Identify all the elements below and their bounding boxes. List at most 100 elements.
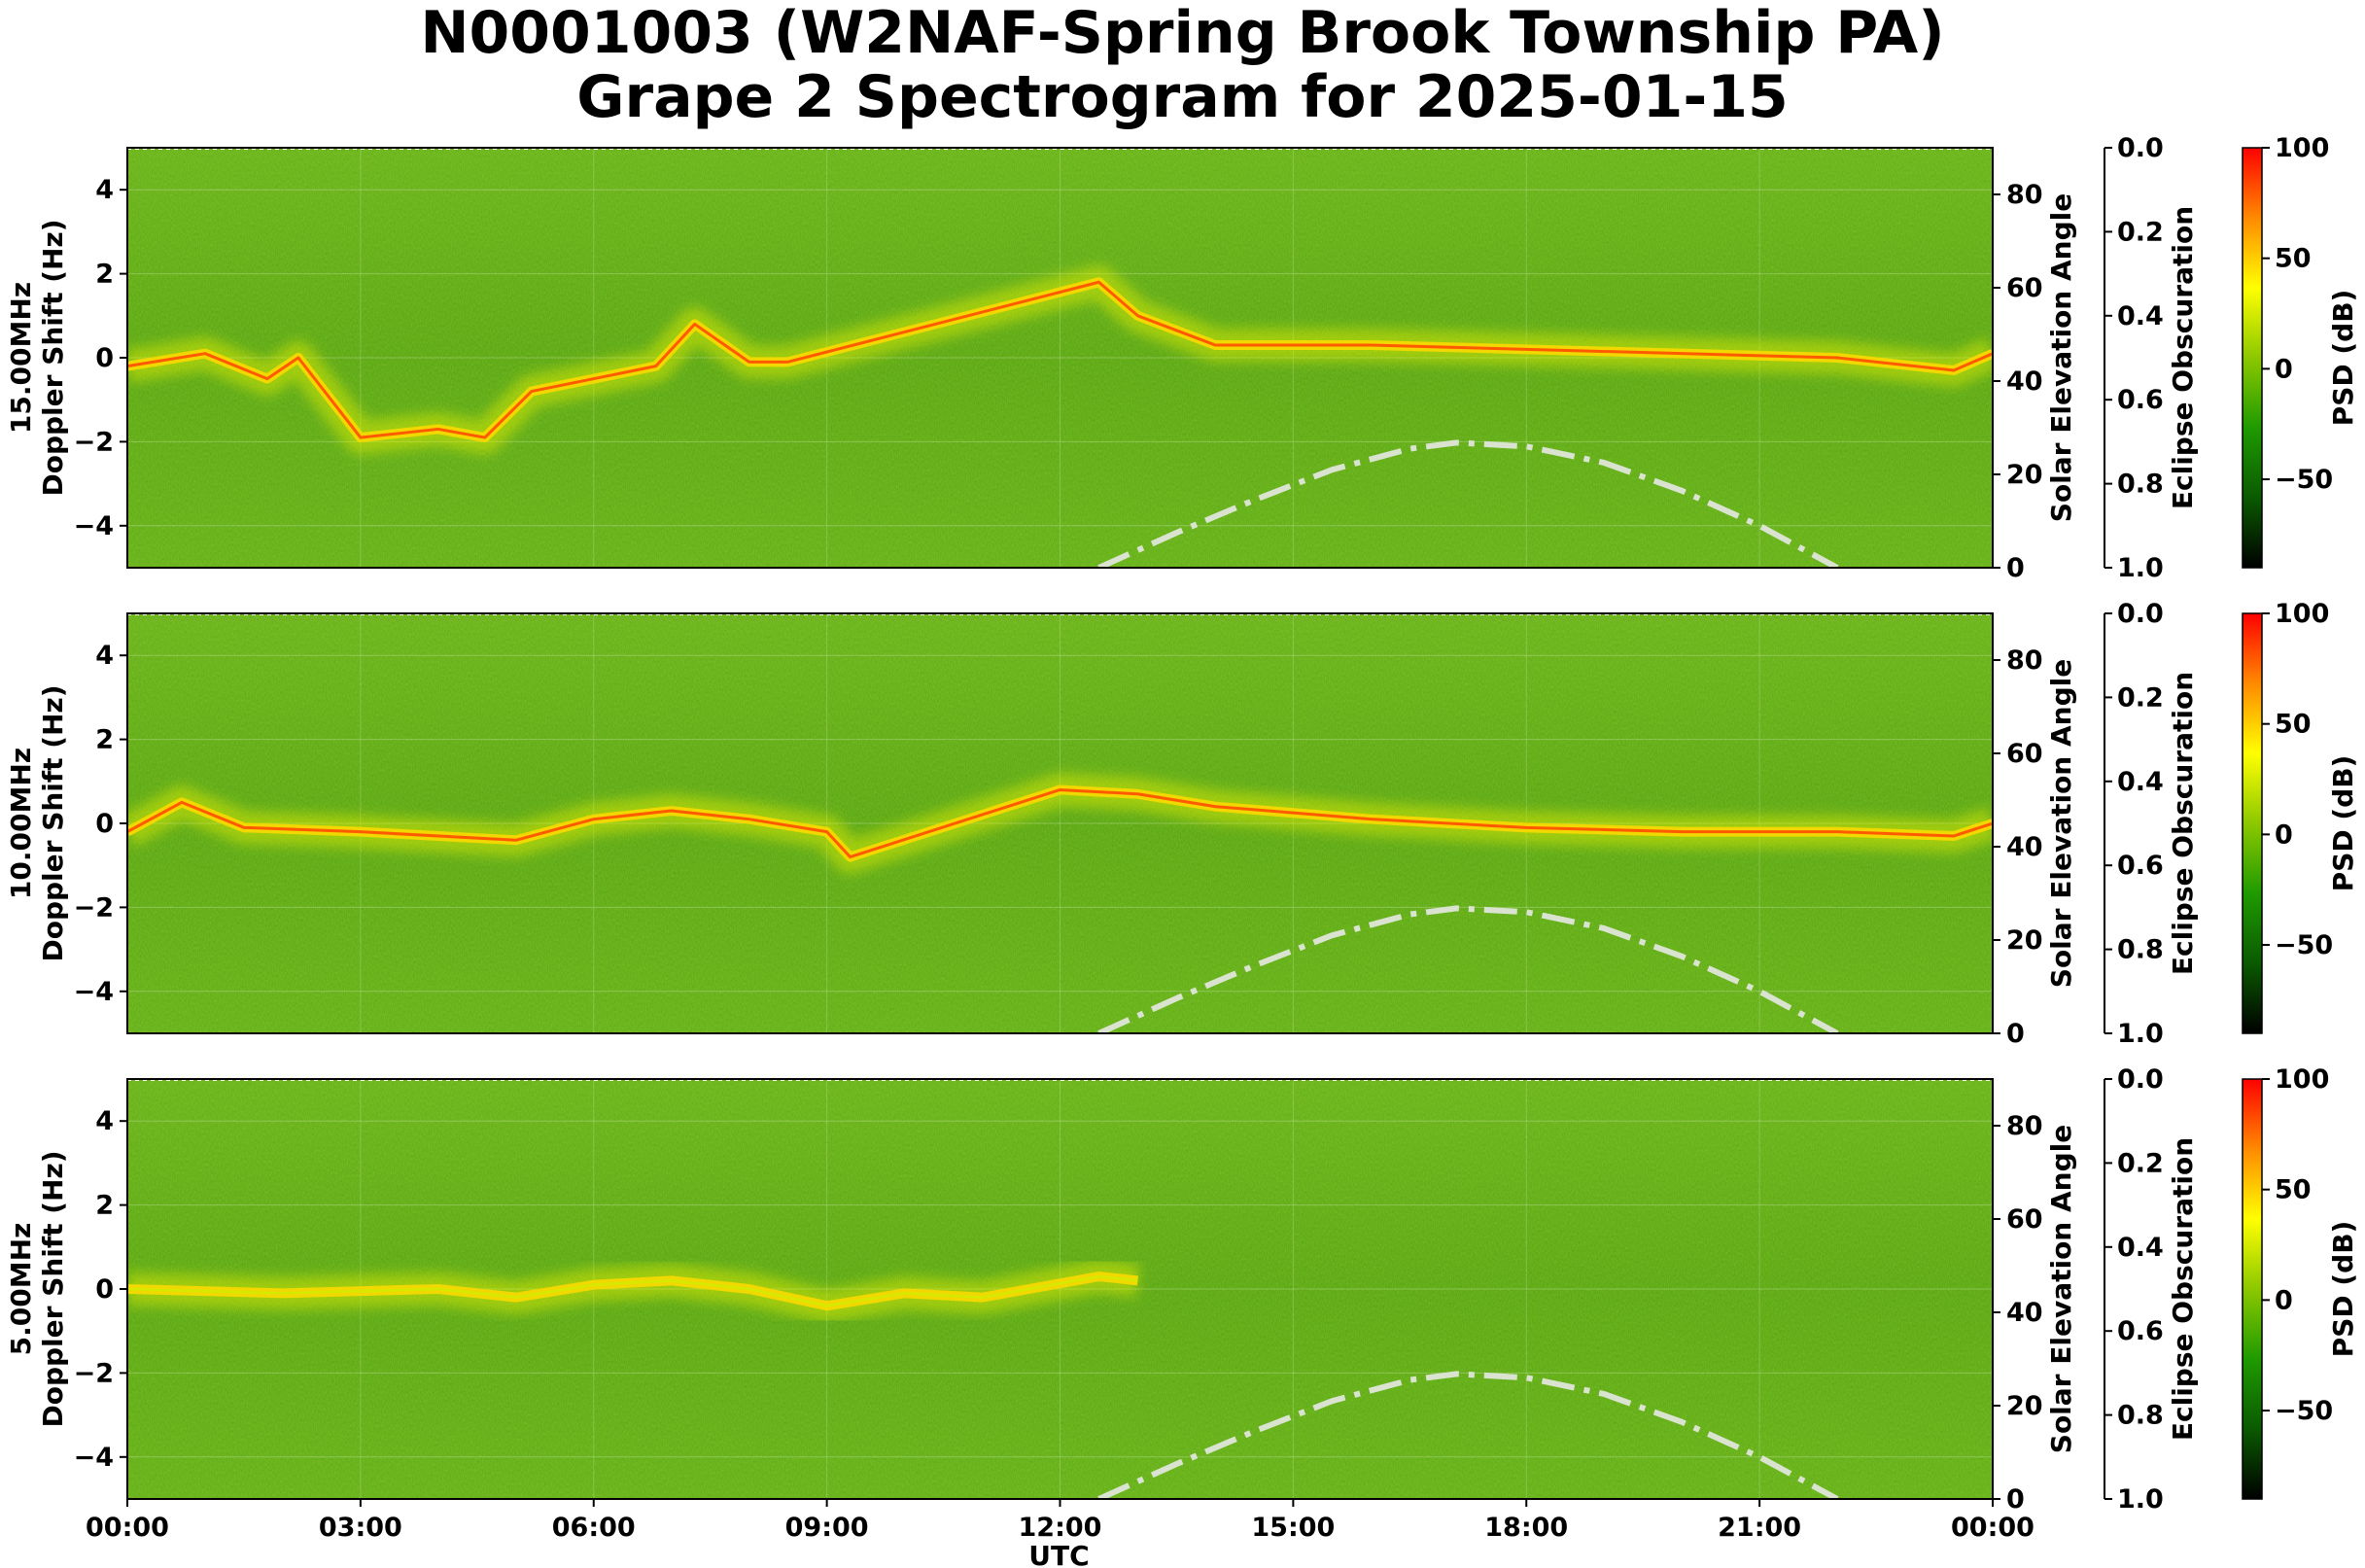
x-tick-label: 12:00 [1019,1513,1102,1543]
panel-0: −4 −2 0 2 4 15.00MHz Doppler Shift (Hz) 0 20 40 60… [5,133,2359,583]
y-tick-label: −4 [74,511,114,541]
y-axis-label: Doppler Shift (Hz) [37,1150,69,1427]
y-tick-label: −2 [74,892,114,923]
x-tick-label: 18:00 [1484,1513,1568,1543]
eclipse-tick-label: 1.0 [2117,1019,2164,1049]
frequency-label: 5.00MHz [5,1223,37,1356]
solar-tick-label: 80 [2006,1111,2043,1141]
panel-2: −4 −2 0 2 4 5.00MHz Doppler Shift (Hz) 0 20 40 60 8… [5,1064,2359,1515]
chart-subtitle: Grape 2 Spectrogram for 2025-01-15 [576,63,1789,131]
solar-elevation-curve [1097,439,1839,568]
frequency-label: 15.00MHz [5,282,37,434]
colorbar-tick-label: −50 [2275,1396,2333,1426]
y-tick-label: 0 [95,1274,114,1305]
solar-tick-label: 60 [2006,739,2043,769]
solar-tick-label: 40 [2006,366,2043,397]
colorbar-tick-label: 100 [2275,1064,2329,1095]
eclipse-tick-label: 0.8 [2117,1401,2164,1431]
solar-tick-label: 60 [2006,273,2043,303]
solar-elevation-curve [1097,1371,1839,1499]
y-tick-label: 0 [95,343,114,373]
frequency-label: 10.00MHz [5,748,37,899]
solar-tick-label: 0 [2006,1019,2025,1049]
solar-tick-label: 40 [2006,832,2043,862]
y-tick-label: −2 [74,1358,114,1388]
x-tick-label: 06:00 [552,1513,636,1543]
eclipse-tick-label: 0.8 [2117,470,2164,500]
x-axis: 00:00 03:00 06:00 09:00 12:00 15:00 18:00 21:00… [86,1499,2035,1568]
eclipse-tick-label: 1.0 [2117,1484,2164,1515]
solar-axis-label: Solar Elevation Angle [2045,193,2077,522]
eclipse-tick-label: 0.0 [2117,133,2164,163]
y-tick-label: 2 [95,725,114,755]
solar-axis-label: Solar Elevation Angle [2045,659,2077,988]
solar-tick-label: 20 [2006,460,2043,490]
x-tick-label: 03:00 [319,1513,402,1543]
eclipse-tick-label: 0.0 [2117,1064,2164,1095]
colorbar-tick-label: 100 [2275,133,2329,163]
panel-1: −4 −2 0 2 4 10.00MHz Doppler Shift (Hz) 0 20 40 60… [5,599,2359,1049]
eclipse-tick-label: 0.2 [2117,682,2164,713]
eclipse-axis-label: Eclipse Obscuration [2167,206,2199,509]
signal-trace-core [127,280,1993,439]
colorbar [2242,1078,2263,1500]
eclipse-tick-label: 0.4 [2117,301,2164,331]
signal-trace-core [127,1274,1138,1307]
x-tick-label: 00:00 [1951,1513,2035,1543]
eclipse-tick-label: 0.6 [2117,851,2164,881]
y-axis-label: Doppler Shift (Hz) [37,684,69,961]
x-tick-label: 09:00 [785,1513,869,1543]
solar-axis-label: Solar Elevation Angle [2045,1125,2077,1453]
colorbar-tick-label: −50 [2275,465,2333,495]
colorbar-label: PSD (dB) [2327,755,2359,892]
y-tick-label: 4 [95,1106,114,1136]
eclipse-tick-label: 0.2 [2117,1148,2164,1178]
colorbar-tick-label: 0 [2275,819,2293,850]
y-tick-label: 0 [95,809,114,839]
solar-tick-label: 80 [2006,180,2043,210]
signal-trace-core [127,787,1993,859]
x-axis-label: UTC [1028,1540,1089,1568]
colorbar [2242,147,2263,569]
y-tick-label: 4 [95,641,114,671]
colorbar-tick-label: 50 [2275,1175,2312,1205]
eclipse-tick-label: 0.6 [2117,1316,2164,1346]
eclipse-tick-label: 0.4 [2117,767,2164,797]
eclipse-axis-label: Eclipse Obscuration [2167,1137,2199,1441]
colorbar-tick-label: 50 [2275,244,2312,274]
eclipse-tick-label: 0.8 [2117,935,2164,965]
solar-elevation-curve [1097,905,1839,1033]
chart-title: N0001003 (W2NAF-Spring Brook Township PA… [420,0,1945,67]
solar-tick-label: 40 [2006,1298,2043,1328]
eclipse-axis-label: Eclipse Obscuration [2167,672,2199,975]
solar-tick-label: 60 [2006,1204,2043,1235]
solar-tick-label: 0 [2006,553,2025,583]
colorbar-tick-label: 100 [2275,599,2329,629]
eclipse-tick-label: 1.0 [2117,553,2164,583]
colorbar-tick-label: −50 [2275,930,2333,960]
eclipse-tick-label: 0.4 [2117,1233,2164,1263]
colorbar-tick-label: 0 [2275,354,2293,384]
y-tick-label: −4 [74,977,114,1007]
x-tick-label: 00:00 [86,1513,169,1543]
eclipse-tick-label: 0.2 [2117,217,2164,247]
colorbar-label: PSD (dB) [2327,1221,2359,1358]
y-tick-label: 2 [95,1191,114,1221]
y-axis-label: Doppler Shift (Hz) [37,219,69,496]
y-tick-label: −2 [74,427,114,457]
y-tick-label: 2 [95,260,114,290]
solar-tick-label: 80 [2006,645,2043,676]
x-tick-label: 15:00 [1251,1513,1335,1543]
y-tick-label: 4 [95,175,114,205]
colorbar-label: PSD (dB) [2327,290,2359,427]
colorbar-tick-label: 0 [2275,1285,2293,1315]
solar-tick-label: 20 [2006,1391,2043,1421]
solar-tick-label: 0 [2006,1484,2025,1515]
eclipse-tick-label: 0.0 [2117,599,2164,629]
colorbar-tick-label: 50 [2275,710,2312,740]
y-tick-label: −4 [74,1443,114,1473]
x-tick-label: 21:00 [1718,1513,1801,1543]
colorbar [2242,612,2263,1034]
solar-tick-label: 20 [2006,925,2043,956]
